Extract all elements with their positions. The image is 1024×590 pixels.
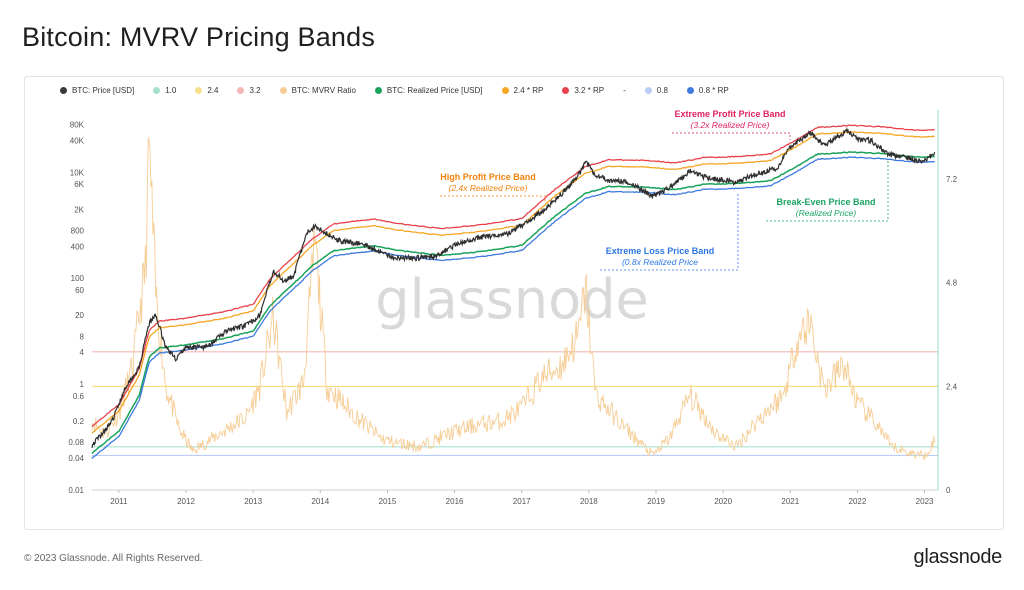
legend-label: 0.8 * RP — [698, 86, 729, 95]
x-tick-label: 2011 — [110, 497, 128, 506]
x-tick-label: 2021 — [781, 497, 799, 506]
y-left-tick-label: 0.04 — [68, 454, 84, 463]
x-tick-label: 2019 — [647, 497, 665, 506]
x-tick-label: 2012 — [177, 497, 195, 506]
y-left-tick-label: 2K — [74, 205, 84, 214]
glassnode-logo: glassnode — [913, 546, 1003, 568]
y-right-tick-label: 4.8 — [946, 279, 958, 288]
annotation-title: Break-Even Price Band — [776, 197, 875, 207]
y-left-tick-label: 800 — [71, 226, 85, 235]
x-tick-label: 2022 — [849, 497, 867, 506]
annotation-subtitle: (3.2x Realized Price) — [691, 120, 770, 130]
band-2.4-rp — [91, 131, 935, 434]
legend-item[interactable]: - — [623, 86, 626, 95]
legend-item[interactable]: 3.2 — [237, 86, 261, 95]
y-left-tick-label: 10K — [70, 168, 85, 177]
y-left-tick-label: 8 — [80, 332, 85, 341]
band-0.8-rp — [91, 156, 935, 460]
legend-item[interactable]: 0.8 — [644, 86, 668, 95]
y-left-tick-label: 4 — [80, 348, 85, 357]
y-left-tick-label: 0.08 — [68, 438, 84, 447]
legend-item[interactable]: 2.4 * RP — [501, 86, 544, 95]
legend-item[interactable]: BTC: Realized Price [USD] — [374, 86, 483, 95]
y-left-tick-label: 400 — [71, 242, 85, 251]
legend-label: BTC: Price [USD] — [72, 86, 135, 95]
y-left-tick-label: 1 — [80, 380, 85, 389]
legend-label: 2.4 — [207, 86, 219, 95]
y-left-tick-label: 0.01 — [68, 486, 84, 495]
x-tick-label: 2020 — [714, 497, 732, 506]
legend-label: BTC: Realized Price [USD] — [386, 86, 483, 95]
annotation-leader — [672, 132, 791, 140]
legend-item[interactable]: 0.8 * RP — [686, 86, 729, 95]
annotation-title: Extreme Profit Price Band — [674, 109, 785, 119]
band-3.2-rp — [91, 124, 935, 428]
x-tick-label: 2015 — [379, 497, 397, 506]
x-tick-label: 2023 — [916, 497, 934, 506]
annotation-subtitle: (2.4x Realized Price) — [449, 183, 528, 193]
watermark-text: glassnode — [375, 268, 648, 331]
page-title: Bitcoin: MVRV Pricing Bands — [22, 22, 376, 52]
annotation-leader — [440, 195, 546, 203]
y-right-tick-label: 2.4 — [946, 382, 958, 391]
y-left-tick-label: 0.6 — [73, 392, 85, 401]
legend-label: 0.8 — [656, 86, 668, 95]
y-left-tick-label: 20 — [75, 311, 84, 320]
y-left-tick-label: 0.2 — [73, 417, 85, 426]
y-left-tick-label: 40K — [70, 136, 85, 145]
annotation-subtitle: (0.8x Realized Price — [622, 257, 698, 267]
annotation-title: Extreme Loss Price Band — [606, 246, 715, 256]
legend-swatch — [562, 87, 570, 94]
btc-price-line — [91, 126, 936, 449]
chart-card — [24, 76, 1004, 530]
y-left-tick-label: 80K — [70, 120, 85, 129]
legend-swatch — [279, 87, 287, 94]
legend-label: 1.0 — [165, 86, 177, 95]
annotation-subtitle: (Realized Price) — [796, 208, 857, 218]
annotation-leader — [766, 160, 889, 222]
chart-legend: BTC: Price [USD] 1.0 2.4 3.2 BTC: MVRV Ratio… — [60, 86, 748, 95]
legend-label: 3.2 * RP — [574, 86, 605, 95]
x-tick-label: 2017 — [513, 497, 531, 506]
mvrv-ratio-line — [91, 137, 936, 461]
x-tick-label: 2016 — [446, 497, 464, 506]
annotation-title: High Profit Price Band — [440, 172, 536, 182]
legend-swatch — [153, 87, 161, 94]
legend-swatch — [644, 87, 652, 94]
legend-swatch — [195, 87, 203, 94]
legend-item[interactable]: 1.0 — [153, 86, 176, 95]
legend-item[interactable]: 2.4 — [195, 86, 218, 95]
legend-swatch — [60, 87, 67, 94]
band-realized-price — [91, 151, 935, 455]
legend-label: 3.2 — [249, 86, 261, 95]
copyright-text: © 2023 Glassnode. All Rights Reserved. — [24, 553, 203, 564]
legend-swatch — [686, 87, 694, 94]
y-left-tick-label: 100 — [71, 274, 85, 283]
legend-swatch — [501, 87, 509, 94]
legend-swatch — [237, 87, 245, 94]
legend-item[interactable]: 3.2 * RP — [562, 86, 604, 95]
y-left-tick-label: 6K — [74, 180, 84, 189]
legend-item[interactable]: BTC: Price [USD] — [60, 86, 134, 95]
legend-item[interactable]: BTC: MVRV Ratio — [279, 86, 356, 95]
annotation-leader — [600, 192, 739, 271]
legend-label: BTC: MVRV Ratio — [291, 86, 356, 95]
y-right-tick-label: 7.2 — [946, 175, 958, 184]
y-left-tick-label: 60 — [75, 286, 84, 295]
legend-swatch — [374, 87, 382, 94]
x-tick-label: 2013 — [244, 497, 262, 506]
x-tick-label: 2014 — [311, 497, 329, 506]
y-right-tick-label: 0 — [946, 486, 951, 495]
legend-label: - — [623, 86, 626, 95]
legend-label: 2.4 * RP — [513, 86, 544, 95]
x-tick-label: 2018 — [580, 497, 598, 506]
